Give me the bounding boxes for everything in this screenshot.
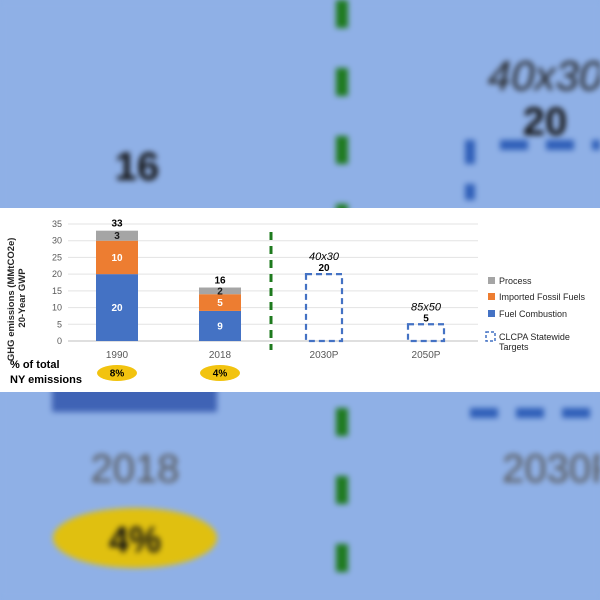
- backdrop-target-value: 20: [523, 100, 568, 144]
- bar-1990-process: [96, 230, 138, 241]
- y-tick-30: 30: [52, 236, 62, 246]
- pct-value-1990: 8%: [110, 369, 125, 380]
- x-tick-2018: 2018: [209, 350, 232, 361]
- legend-swatch-fuel-combustion: [488, 310, 495, 317]
- total-label-2018: 16: [214, 276, 226, 287]
- segment-label-1990-1: 10: [111, 253, 123, 264]
- y-axis-label: GHG emissions (MMtCO2e) 20-Year GWP: [6, 235, 28, 361]
- total-label-1990: 33: [111, 219, 123, 230]
- legend-label-fuel-combustion: Fuel Combustion: [499, 309, 567, 319]
- bar-2018-process: [199, 287, 241, 295]
- y-tick-20: 20: [52, 269, 62, 279]
- backdrop-pct-badge: [53, 508, 217, 568]
- y-tick-0: 0: [57, 336, 62, 346]
- y-tick-10: 10: [52, 303, 62, 313]
- legend-swatch-targets: [485, 331, 496, 342]
- target-name-2030P: 40x30: [309, 251, 340, 263]
- segment-label-2018-0: 9: [217, 321, 223, 332]
- x-tick-2030P: 2030P: [310, 350, 339, 361]
- segment-label-1990-0: 20: [111, 303, 123, 314]
- backdrop-target-name: 40x30: [488, 52, 600, 99]
- target-name-2050P: 85x50: [411, 301, 442, 313]
- y-tick-15: 15: [52, 286, 62, 296]
- target-value-2030P: 20: [318, 263, 330, 274]
- pct-row-label: % of total NY emissions: [10, 359, 82, 386]
- legend: Process Imported Fossil Fuels Fuel Combust…: [485, 276, 586, 352]
- chart-card: 0 5 10 15 20 25 30 35 GHG emissions (MMtCO2e) 2…: [0, 208, 600, 392]
- backdrop-pct-2018: 4%: [109, 519, 161, 560]
- pct-value-2018: 4%: [213, 369, 228, 380]
- pct-row-label-line-1: % of total: [10, 359, 60, 371]
- segment-label-1990-2: 3: [114, 231, 120, 242]
- pct-badge-1990: [97, 365, 137, 381]
- bar-1990-imported-fossil-fuels: [96, 240, 138, 275]
- y-axis-ticks: 0 5 10 15 20 25 30 35: [52, 219, 62, 346]
- x-tick-1990: 1990: [106, 350, 129, 361]
- legend-label-process: Process: [499, 276, 532, 286]
- pct-badges: 8% 4%: [97, 365, 240, 381]
- legend-label-targets-line-1: CLCPA Statewide: [499, 332, 570, 342]
- bar-2018-imported-fossil-fuels: [199, 294, 241, 311]
- y-tick-35: 35: [52, 219, 62, 229]
- y-axis-label-line-2: 20-Year GWP: [17, 268, 28, 328]
- target-box-2030P: [304, 273, 344, 343]
- y-tick-5: 5: [57, 319, 62, 329]
- backdrop-cat-2018: 2018: [91, 447, 180, 491]
- segment-label-2018-2: 2: [217, 286, 223, 297]
- x-tick-2050P: 2050P: [412, 350, 441, 361]
- legend-swatch-imported-fossil-fuels: [488, 293, 495, 300]
- segment-label-2018-1: 5: [217, 298, 223, 309]
- backdrop-cat-2030: 2030P: [502, 447, 600, 491]
- x-axis-categories: 1990 2018 2030P 2050P: [106, 350, 441, 361]
- legend-label-imported-fossil-fuels: Imported Fossil Fuels: [499, 292, 586, 302]
- pct-row-label-line-2: NY emissions: [10, 374, 82, 386]
- bar-2018-fuel-combustion: [199, 310, 241, 341]
- target-box-2050P: [406, 323, 446, 343]
- backdrop-total-2018: 16: [115, 145, 160, 189]
- y-tick-25: 25: [52, 252, 62, 262]
- legend-swatch-process: [488, 277, 495, 284]
- pct-badge-2018: [200, 365, 240, 381]
- y-axis-label-line-1: GHG emissions (MMtCO2e): [6, 238, 17, 362]
- target-value-2050P: 5: [423, 313, 429, 324]
- legend-label-targets-line-2: Targets: [499, 342, 529, 352]
- bar-1990-fuel-combustion: [96, 274, 138, 341]
